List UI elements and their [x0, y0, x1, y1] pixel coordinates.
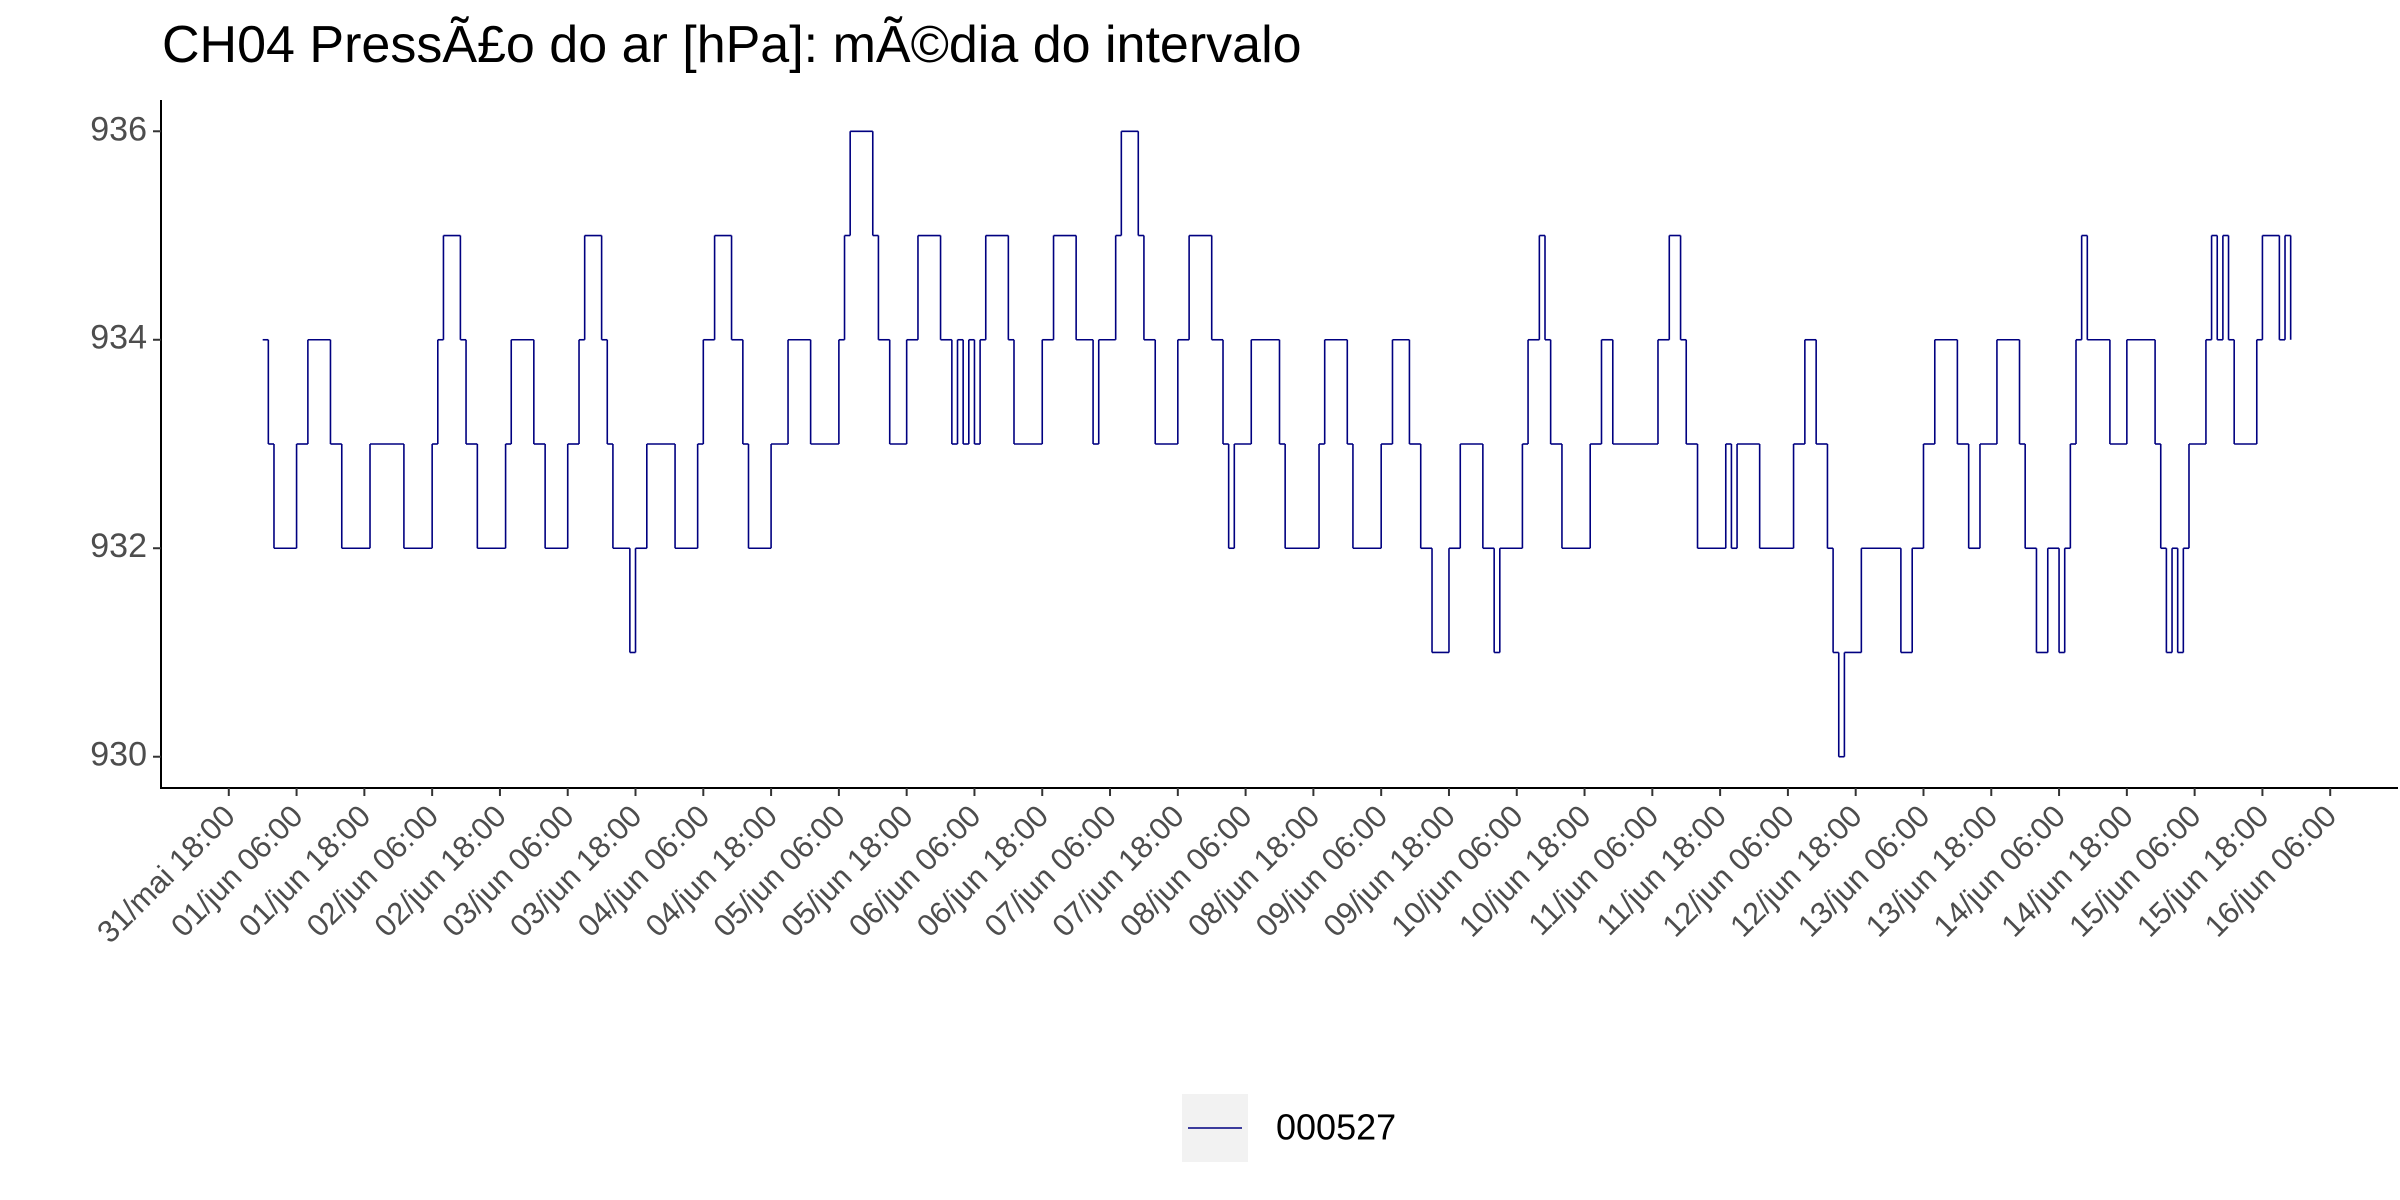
- y-tick-label: 932: [90, 527, 147, 565]
- y-tick-label: 930: [90, 736, 147, 774]
- chart-title: CH04 PressÃ£o do ar [hPa]: mÃ©dia do int…: [162, 16, 1302, 74]
- legend-label: 000527: [1276, 1107, 1396, 1148]
- series-line: [262, 130, 2292, 758]
- y-tick-label: 934: [90, 319, 147, 357]
- y-tick-label: 936: [90, 110, 147, 148]
